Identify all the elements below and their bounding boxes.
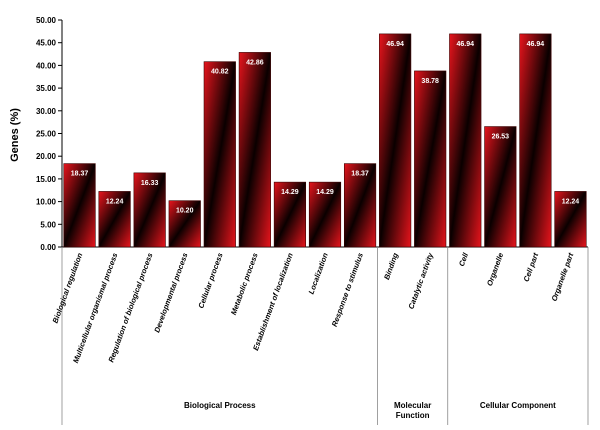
y-tick-label: 10.00 (36, 198, 57, 207)
bar (449, 33, 482, 248)
bar (203, 61, 236, 248)
bar (343, 163, 377, 248)
bar (63, 163, 96, 248)
category-label: Metabolic process (229, 252, 260, 317)
bar (98, 191, 131, 248)
bar (273, 181, 307, 248)
data-label: 14.29 (316, 189, 334, 196)
y-tick-label: 15.00 (36, 175, 57, 184)
data-label: 46.94 (457, 41, 475, 48)
data-label: 18.37 (351, 171, 369, 178)
data-label: 12.24 (106, 198, 124, 205)
data-label: 26.53 (492, 134, 510, 141)
category-label: Organelle (485, 252, 505, 288)
category-label: Cell part (522, 251, 541, 283)
data-label: 46.94 (527, 41, 545, 48)
category-label: Binding (382, 251, 400, 281)
category-label: Organelle part (549, 251, 575, 302)
bars: 18.37 12.24 16.33 10.20 40.82 42.86 14.29 14.29… (63, 33, 587, 248)
bar (519, 33, 552, 248)
y-tick-label: 40.00 (36, 61, 57, 70)
group-label: Cellular Component (480, 401, 556, 410)
data-label: 38.78 (421, 78, 439, 85)
category-label: Response to stimulus (330, 252, 365, 328)
category-label: Biological regulation (51, 251, 85, 324)
group-label: Molecular (394, 401, 431, 410)
bar (308, 181, 342, 248)
data-label: 46.94 (386, 41, 404, 48)
data-label: 42.86 (246, 59, 264, 66)
bar (168, 200, 201, 248)
category-label: Establishment of localization (251, 251, 295, 352)
group-label: Function (396, 411, 430, 420)
category-label: Localization (307, 251, 330, 295)
y-tick-label: 30.00 (36, 107, 57, 116)
y-tick-label: 50.00 (36, 16, 57, 25)
data-label: 16.33 (141, 180, 159, 187)
data-label: 14.29 (281, 189, 299, 196)
y-tick-label: 5.00 (40, 220, 56, 229)
category-label: Cell (457, 251, 470, 268)
data-label: 12.24 (562, 198, 580, 205)
bar (379, 33, 412, 248)
y-axis-label: Genes (%) (9, 108, 21, 162)
y-tick-label: 35.00 (36, 84, 57, 93)
category-label: Developmental process (152, 252, 189, 334)
bar (238, 52, 271, 248)
data-label: 40.82 (211, 69, 229, 76)
bar (554, 191, 587, 248)
y-tick-label: 25.00 (36, 130, 57, 139)
bar (133, 172, 166, 248)
y-tick-label: 0.00 (40, 243, 56, 252)
bar (414, 70, 447, 248)
bar (484, 126, 517, 248)
group-label: Biological Process (184, 401, 256, 410)
y-tick-label: 20.00 (36, 152, 57, 161)
y-tick-label: 45.00 (36, 39, 57, 48)
category-label: Cellular process (196, 252, 224, 310)
category-label: Catalytic activity (406, 251, 435, 310)
data-label: 18.37 (71, 171, 89, 178)
data-label: 10.20 (176, 208, 194, 215)
